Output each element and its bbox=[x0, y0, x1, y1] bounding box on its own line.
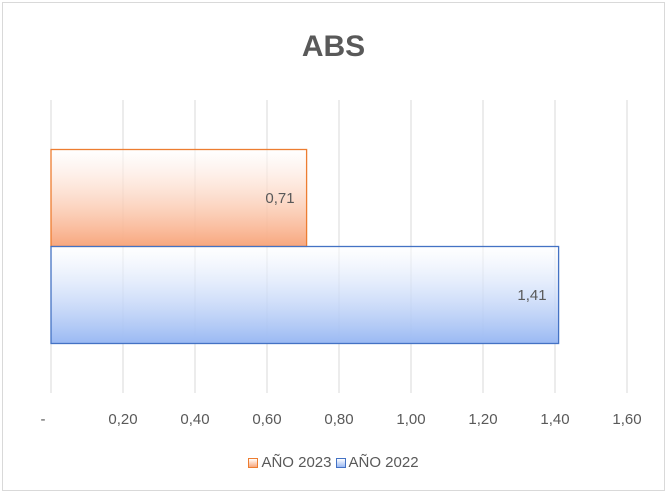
bar bbox=[50, 245, 560, 345]
x-tick-label: 0,20 bbox=[108, 411, 137, 428]
x-tick-label: 1,60 bbox=[612, 411, 641, 428]
x-tick-label: 1,20 bbox=[468, 411, 497, 428]
x-tick-label: 0,40 bbox=[180, 411, 209, 428]
data-label: 0,71 bbox=[265, 190, 294, 207]
legend-label: AÑO 2022 bbox=[348, 454, 419, 471]
legend-swatch bbox=[335, 457, 346, 468]
x-tick-label: 0,60 bbox=[252, 411, 281, 428]
data-label: 1,41 bbox=[517, 287, 546, 304]
legend-swatch bbox=[248, 457, 259, 468]
x-tick-label: - bbox=[41, 411, 46, 428]
legend-entry: AÑO 2023 bbox=[248, 454, 332, 471]
x-tick-label: 1,00 bbox=[396, 411, 425, 428]
x-tick-label: 0,80 bbox=[324, 411, 353, 428]
legend: AÑO 2023 AÑO 2022 bbox=[0, 454, 667, 471]
x-tick-label: 1,40 bbox=[540, 411, 569, 428]
legend-entry: AÑO 2022 bbox=[335, 454, 419, 471]
chart-title: ABS bbox=[301, 30, 366, 63]
legend-label: AÑO 2023 bbox=[261, 454, 332, 471]
bar bbox=[50, 148, 308, 248]
